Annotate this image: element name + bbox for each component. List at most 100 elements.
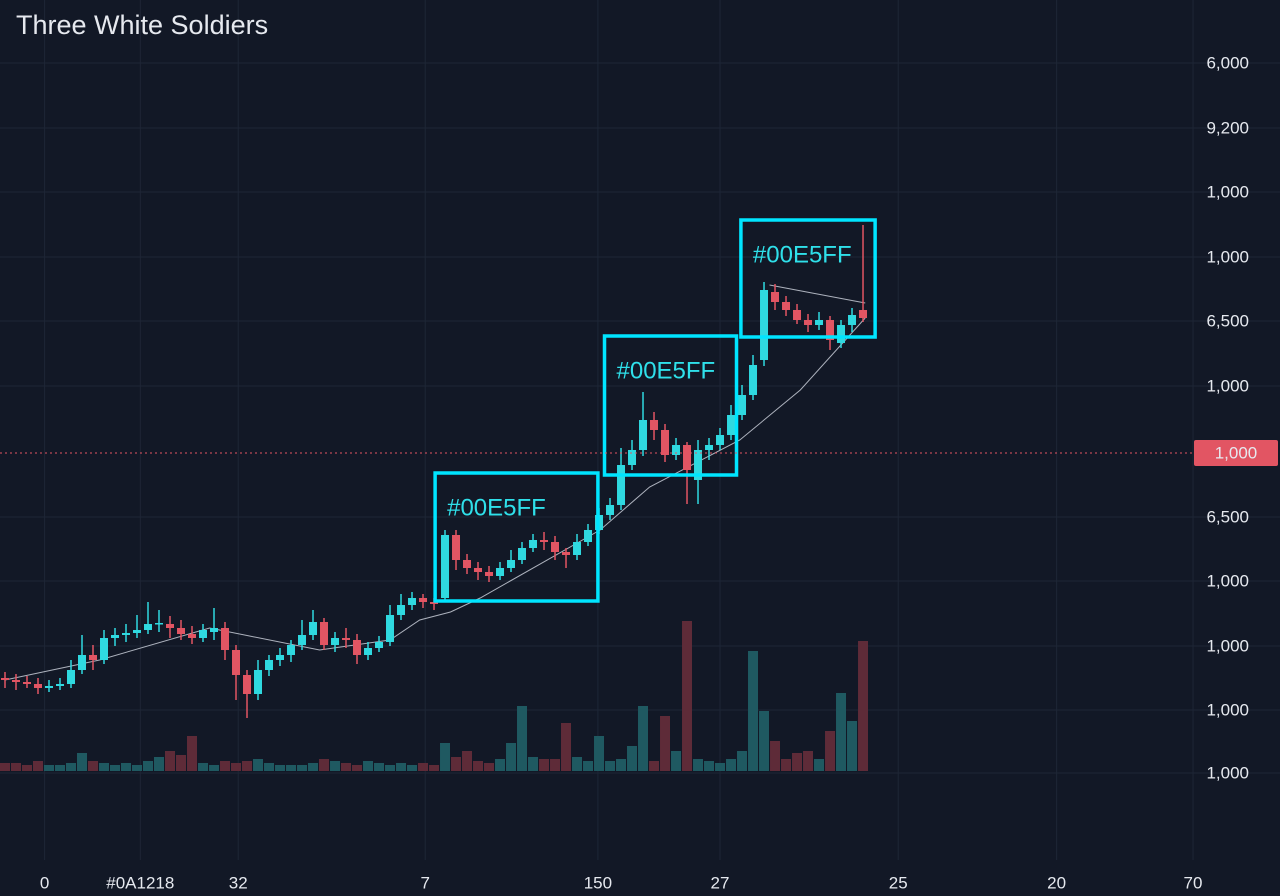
candle-body <box>540 540 549 542</box>
candle-body <box>265 660 274 670</box>
candle-body <box>496 568 505 576</box>
volume-bar <box>154 757 165 771</box>
volume-bar <box>583 761 594 771</box>
volume-bar <box>715 763 726 771</box>
candle-body <box>298 635 307 645</box>
y-tick-label: 1,000 <box>1206 700 1249 719</box>
volume-bar <box>704 761 715 771</box>
candle-body <box>23 682 32 684</box>
candle-body <box>89 655 98 660</box>
x-tick-label: #0A1218 <box>106 873 174 892</box>
candle-body <box>573 542 582 555</box>
candle-body <box>518 548 527 560</box>
volume-bar <box>275 765 286 771</box>
x-tick-label: 0 <box>40 873 49 892</box>
candle-body <box>177 628 186 634</box>
candle-body <box>232 650 241 675</box>
volume-bar <box>660 716 671 771</box>
candle-body <box>694 450 703 480</box>
grid <box>0 0 1280 860</box>
volume-bar <box>847 721 858 771</box>
volume-bar <box>495 759 506 771</box>
volume-bar <box>814 759 825 771</box>
volume-bar <box>550 759 561 771</box>
x-tick-label: 150 <box>584 873 612 892</box>
volume-bar <box>319 759 330 771</box>
x-tick-label: 70 <box>1184 873 1203 892</box>
y-tick-label: 1,000 <box>1206 247 1249 266</box>
candle-body <box>276 655 285 660</box>
y-tick-label: 1,000 <box>1206 376 1249 395</box>
volume-bar <box>726 759 737 771</box>
candle-body <box>815 320 824 325</box>
volume-bar <box>517 706 528 771</box>
volume-bar <box>396 763 407 771</box>
current-price-label: 1,000 <box>1215 443 1258 462</box>
pattern-box <box>602 334 739 477</box>
volume-bar <box>638 706 649 771</box>
volume-bar <box>341 763 352 771</box>
x-tick-label: 20 <box>1047 873 1066 892</box>
candle-body <box>661 430 670 455</box>
candle-body <box>12 680 21 682</box>
volume-bar <box>781 759 792 771</box>
volume-bar <box>572 757 583 771</box>
candle-body <box>1 678 9 680</box>
candle-body <box>463 560 472 568</box>
candle-body <box>441 535 450 598</box>
candle-body <box>56 684 65 686</box>
candle-body <box>771 292 780 302</box>
volume-bar <box>803 751 814 771</box>
y-tick-label: 1,000 <box>1206 182 1249 201</box>
pattern-box <box>433 471 600 603</box>
volume-bar <box>55 765 66 771</box>
candle-body <box>364 648 373 655</box>
volume-bar <box>187 736 198 771</box>
candle-body <box>617 465 626 505</box>
candle-body <box>672 445 681 455</box>
volume-bar <box>429 765 440 771</box>
volume-bar <box>264 763 275 771</box>
volume-bar <box>308 763 319 771</box>
volume-bar <box>330 761 341 771</box>
volume-bar <box>418 763 429 771</box>
candle-body <box>111 635 120 638</box>
candle-body <box>628 450 637 465</box>
volume-bar <box>605 761 616 771</box>
candle-body <box>287 645 296 655</box>
volume-bar <box>385 765 396 771</box>
volume-bar <box>110 765 121 771</box>
candle-body <box>122 633 131 635</box>
volume-bar <box>671 751 682 771</box>
candle-body <box>749 365 758 395</box>
volume-bar <box>473 761 484 771</box>
candle-body <box>837 325 846 343</box>
volume-bar <box>363 761 374 771</box>
volume-bar <box>836 693 847 771</box>
candle-body <box>353 640 362 655</box>
candle-body <box>386 615 395 642</box>
volume-bar <box>231 763 242 771</box>
candle-body <box>606 505 615 515</box>
volume-bar <box>209 765 220 771</box>
candle-body <box>320 622 329 645</box>
candle-body <box>452 535 461 560</box>
pattern-label: #00E5FF <box>753 241 852 268</box>
candle-body <box>45 686 54 688</box>
candle-body <box>34 684 43 688</box>
volume-bar <box>143 761 154 771</box>
candle-body <box>331 638 340 645</box>
candle-body <box>309 622 318 635</box>
volume-bar <box>759 711 770 771</box>
candle-body <box>408 598 417 605</box>
volume-bar <box>792 753 803 771</box>
y-tick-label: 6,500 <box>1206 507 1249 526</box>
volume-bar <box>11 763 22 771</box>
candle-body <box>221 628 230 650</box>
candle-body <box>507 560 516 568</box>
volume-bar <box>748 651 759 771</box>
volume-bar <box>132 765 143 771</box>
volume-bar <box>121 763 132 771</box>
candle-body <box>430 602 439 604</box>
volume-bar <box>374 763 385 771</box>
